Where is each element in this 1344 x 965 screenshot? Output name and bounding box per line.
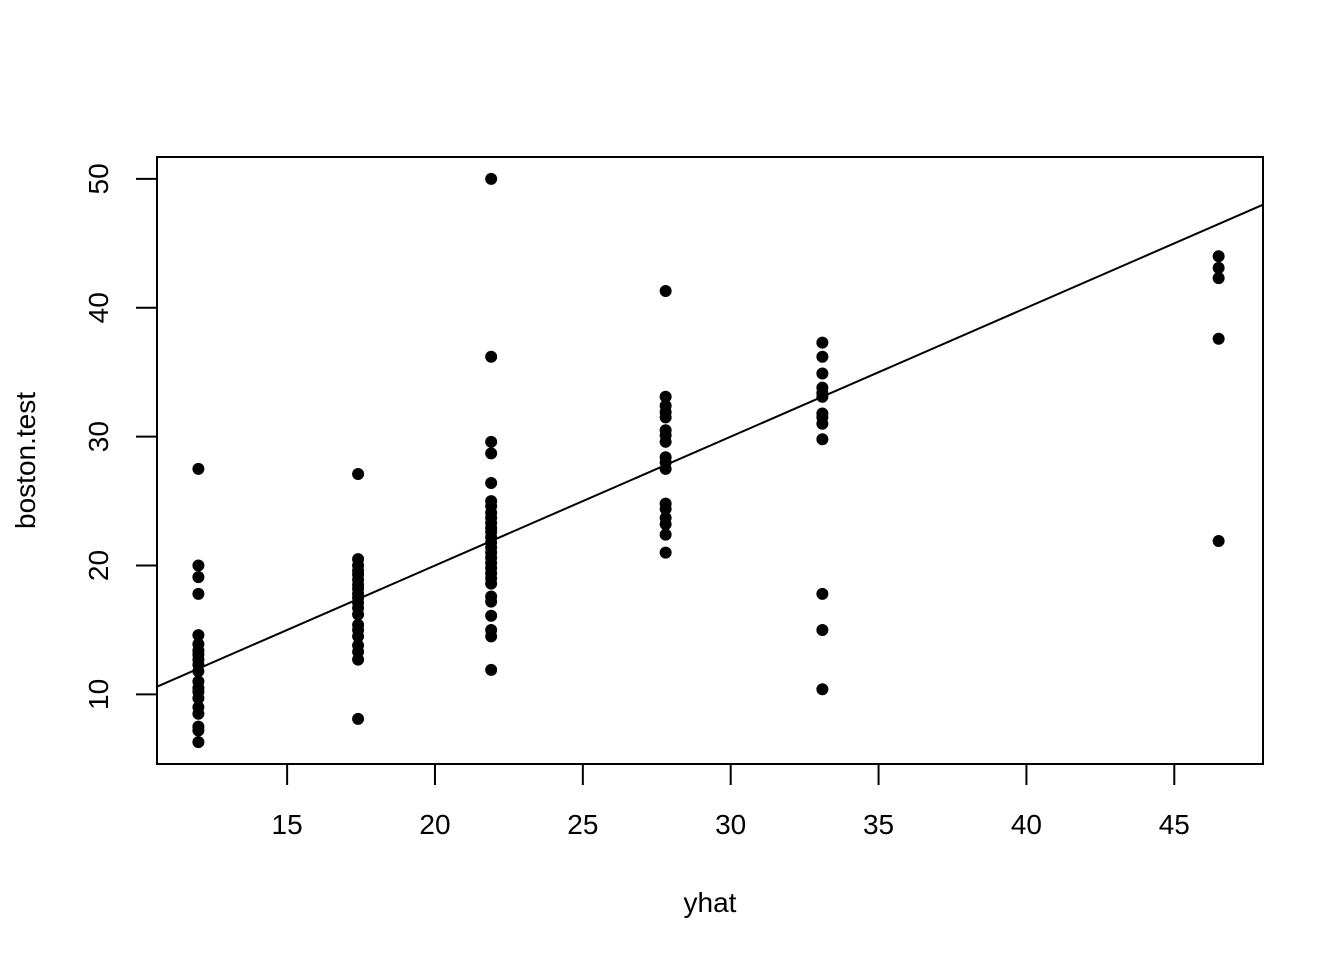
data-point xyxy=(659,285,672,298)
data-point xyxy=(816,433,829,446)
y-tick-label: 30 xyxy=(83,421,114,452)
y-axis-title: boston.test xyxy=(10,392,41,529)
data-point xyxy=(1212,272,1225,285)
data-point xyxy=(816,390,829,403)
data-point xyxy=(659,462,672,475)
data-point xyxy=(352,630,365,643)
data-point xyxy=(816,417,829,430)
x-axis: 15 20 25 30 35 40 45 xyxy=(272,763,1190,840)
x-tick-label: 15 xyxy=(272,809,303,840)
data-point xyxy=(192,462,205,475)
data-point xyxy=(485,435,498,448)
data-point xyxy=(816,367,829,380)
x-tick-label: 40 xyxy=(1011,809,1042,840)
data-point xyxy=(485,630,498,643)
plot-frame xyxy=(156,156,1264,765)
data-point xyxy=(352,468,365,481)
data-point xyxy=(816,336,829,349)
y-tick-label: 40 xyxy=(83,292,114,323)
x-axis-title: yhat xyxy=(684,887,737,918)
data-point xyxy=(352,608,365,621)
data-point xyxy=(1212,535,1225,548)
data-point xyxy=(659,411,672,424)
data-point xyxy=(192,559,205,572)
x-tick-label: 20 xyxy=(419,809,450,840)
data-point xyxy=(192,571,205,584)
data-point xyxy=(485,172,498,185)
data-point xyxy=(485,350,498,363)
data-point xyxy=(816,683,829,696)
data-point xyxy=(485,577,498,590)
data-points-layer xyxy=(192,172,1225,749)
data-point xyxy=(485,595,498,608)
x-tick-label: 25 xyxy=(567,809,598,840)
data-point xyxy=(352,712,365,725)
data-point xyxy=(192,665,205,678)
x-tick-label: 45 xyxy=(1159,809,1190,840)
data-point xyxy=(659,390,672,403)
data-point xyxy=(485,447,498,460)
data-point xyxy=(1212,332,1225,345)
data-point xyxy=(1212,261,1225,274)
data-point xyxy=(352,653,365,666)
data-point xyxy=(485,609,498,622)
data-point xyxy=(816,587,829,600)
data-point xyxy=(485,663,498,676)
data-point xyxy=(192,587,205,600)
data-point xyxy=(659,528,672,541)
data-point xyxy=(816,623,829,636)
x-tick-label: 35 xyxy=(863,809,894,840)
data-point xyxy=(1212,250,1225,263)
data-point xyxy=(485,477,498,490)
data-point xyxy=(659,435,672,448)
y-tick-label: 20 xyxy=(83,550,114,581)
data-point xyxy=(816,350,829,363)
y-axis: 10 20 30 40 50 xyxy=(83,163,158,710)
data-point xyxy=(192,692,205,705)
x-tick-label: 30 xyxy=(715,809,746,840)
data-point xyxy=(192,724,205,737)
y-tick-label: 50 xyxy=(83,163,114,194)
data-point xyxy=(659,546,672,559)
data-point xyxy=(192,707,205,720)
data-point xyxy=(192,736,205,749)
reference-line xyxy=(156,203,1264,688)
reference-line-layer xyxy=(156,203,1264,688)
data-point xyxy=(192,629,205,642)
data-point xyxy=(659,502,672,515)
data-point xyxy=(659,518,672,531)
y-tick-label: 10 xyxy=(83,679,114,710)
